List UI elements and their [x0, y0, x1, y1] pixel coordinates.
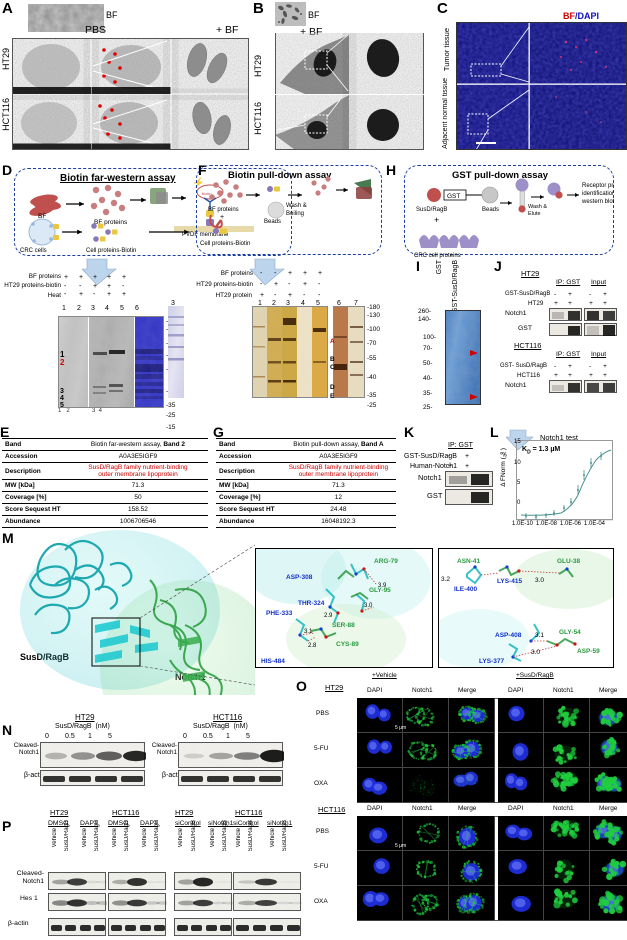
- svg-text:ASP-308: ASP-308: [286, 574, 313, 581]
- svg-text:Boiling: Boiling: [286, 211, 304, 217]
- svg-text:3.1: 3.1: [304, 629, 313, 635]
- svg-text:+: +: [434, 215, 439, 225]
- svg-text:GST: GST: [447, 193, 460, 200]
- svg-text:HIS-484: HIS-484: [261, 658, 285, 665]
- svg-text:ASP-59: ASP-59: [577, 648, 600, 655]
- svg-text:GLY-95: GLY-95: [369, 587, 391, 594]
- svg-text:CYS-89: CYS-89: [336, 641, 359, 648]
- svg-text:western blot.: western blot.: [581, 199, 614, 205]
- svg-text:SER-88: SER-88: [332, 622, 355, 629]
- svg-text:LYS-377: LYS-377: [479, 658, 504, 665]
- svg-text:PHE-333: PHE-333: [266, 610, 293, 617]
- svg-text:2.8: 2.8: [308, 643, 317, 649]
- svg-text:Beads: Beads: [264, 219, 281, 225]
- svg-text:GLU-38: GLU-38: [557, 558, 581, 565]
- svg-text:THR-324: THR-324: [298, 600, 325, 607]
- svg-text:3.2: 3.2: [441, 576, 450, 583]
- svg-text:ASN-41: ASN-41: [457, 558, 481, 565]
- svg-text:Wash &: Wash &: [528, 204, 547, 210]
- svg-text:Wash &: Wash &: [286, 203, 307, 209]
- svg-text:LYS-415: LYS-415: [497, 578, 522, 585]
- svg-text:Cell proteins-Biotin: Cell proteins-Biotin: [200, 241, 250, 247]
- svg-text:3.0: 3.0: [531, 649, 540, 656]
- svg-text:Receptor protein: Receptor protein: [582, 183, 614, 189]
- svg-text:GLY-54: GLY-54: [559, 629, 581, 636]
- svg-text:ASP-408: ASP-408: [495, 632, 522, 639]
- svg-text:3.0: 3.0: [364, 603, 373, 609]
- svg-text:Beads: Beads: [482, 207, 499, 213]
- svg-text:CRC cells: CRC cells: [20, 248, 47, 254]
- svg-text:identification by: identification by: [582, 191, 614, 197]
- svg-text:3.0: 3.0: [535, 577, 544, 584]
- svg-text:CRC cell proteins: CRC cell proteins: [414, 253, 461, 259]
- svg-text:ARG-79: ARG-79: [374, 558, 398, 565]
- svg-text:3.1: 3.1: [535, 632, 544, 639]
- svg-text:2.9: 2.9: [324, 613, 333, 619]
- svg-text:Elute: Elute: [528, 211, 541, 217]
- svg-text:ILE-400: ILE-400: [454, 586, 478, 593]
- svg-text:SusD/RagB: SusD/RagB: [416, 207, 447, 213]
- svg-text:Cell proteins-Biotin: Cell proteins-Biotin: [86, 248, 136, 254]
- svg-text:BF proteins: BF proteins: [208, 207, 239, 213]
